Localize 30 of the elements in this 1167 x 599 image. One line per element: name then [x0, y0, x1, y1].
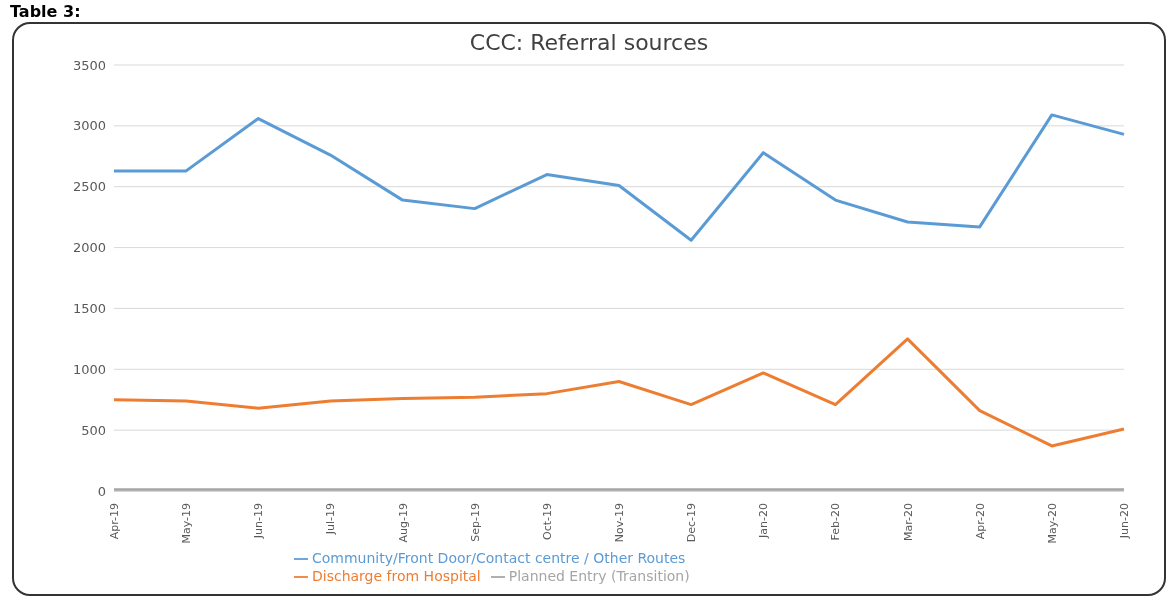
x-tick-label: May-19 [180, 503, 194, 544]
x-tick-label: Jan-20 [757, 503, 771, 539]
legend-label: Planned Entry (Transition) [508, 568, 690, 584]
caption: Table 3: [10, 2, 81, 21]
x-tick-label: Dec-19 [685, 503, 699, 543]
y-tick-label: 500 [81, 422, 106, 438]
line-series [112, 113, 1126, 242]
x-tick-label: Oct-19 [540, 503, 554, 540]
y-tick-label: 2500 [72, 179, 106, 195]
chart-title: CCC: Referral sources [468, 30, 710, 55]
x-tick-label: Sep-19 [468, 503, 482, 542]
line-series [112, 337, 1126, 448]
x-tick-label: Nov-19 [613, 503, 626, 543]
x-tick-label: Aug-19 [396, 503, 410, 543]
y-tick-label: 0 [97, 483, 106, 499]
x-tick-label: Apr-19 [108, 503, 121, 540]
y-tick-label: 3500 [72, 57, 106, 73]
x-tick-label: Apr-20 [973, 503, 987, 540]
x-tick-label: Mar-20 [901, 503, 915, 542]
x-tick-label: Jun-19 [252, 503, 266, 540]
legend-label: Discharge from Hospital [312, 568, 481, 584]
y-tick-label: 1000 [72, 361, 106, 377]
x-tick-label: May-20 [1045, 503, 1059, 544]
x-tick-label: Feb-20 [829, 503, 843, 541]
y-tick-label: 3000 [72, 118, 106, 134]
legend-label: Community/Front Door/Contact centre / Other Routes [312, 550, 686, 566]
y-tick-label: 2000 [72, 240, 106, 256]
x-tick-label: Jun-20 [1118, 503, 1131, 540]
y-tick-label: 1500 [72, 301, 106, 317]
x-tick-label: Jul-19 [324, 503, 338, 536]
